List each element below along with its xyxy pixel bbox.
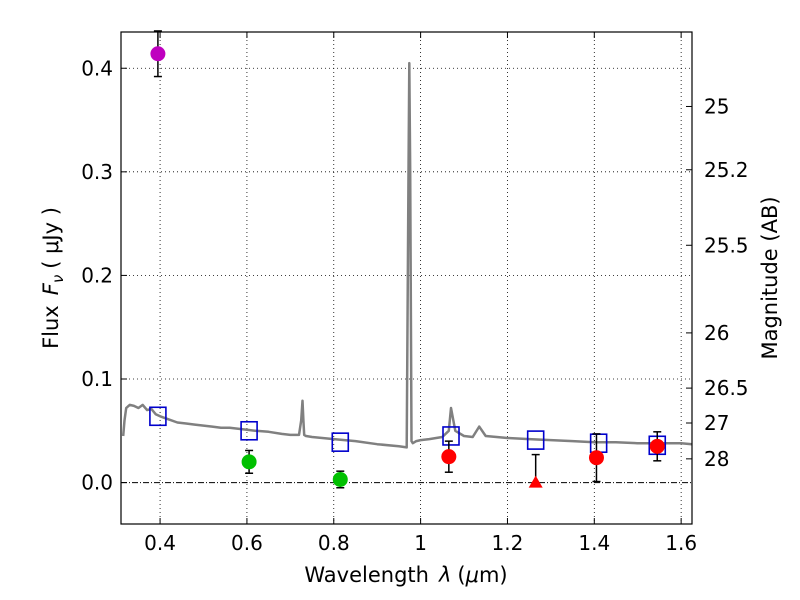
y-axis-ticks: 0.0 0.1 0.2 0.3 0.4 (81, 56, 127, 495)
x-tick-label: 1.4 (578, 531, 610, 555)
observation-point (150, 46, 166, 62)
x-tick-label: 1.2 (492, 531, 524, 555)
x-axis-label: Wavelength λ (μm) (304, 563, 507, 587)
y-tick-label: 0.1 (81, 367, 113, 391)
x-tick-label: 0.4 (144, 531, 176, 555)
upper-limit-marker (528, 475, 543, 488)
magnitude-tick-label: 27 (704, 411, 729, 435)
observation-point (588, 450, 604, 466)
x-axis-ticks: 0.4 0.6 0.8 1 1.2 1.4 1.6 (144, 32, 697, 555)
y-tick-label: 0.4 (81, 56, 113, 80)
y-tick-label: 0.2 (81, 263, 113, 287)
magnitude-tick-label: 25 (704, 94, 729, 118)
observation-point (241, 454, 257, 470)
x-tick-label: 1.6 (665, 531, 697, 555)
magnitude-tick-label: 26.5 (704, 376, 749, 400)
y-tick-label: 0.3 (81, 160, 113, 184)
x-tick-label: 0.8 (318, 531, 350, 555)
observation-layer (150, 30, 665, 489)
magnitude-tick-label: 25.5 (704, 233, 749, 257)
model-band-square (331, 432, 350, 452)
magnitude-axis-ticks: 25 25.2 25.5 26 26.5 27 28 (686, 94, 749, 471)
observation-point (332, 471, 348, 487)
plot-frame (120, 31, 693, 525)
y-tick-label: 0.0 (81, 471, 113, 495)
model-band-square (442, 426, 460, 446)
magnitude-tick-label: 26 (704, 321, 729, 345)
magnitude-tick-label: 28 (704, 447, 729, 471)
model-band-square (240, 420, 258, 441)
x-tick-label: 0.6 (231, 531, 263, 555)
model-band-square (149, 406, 167, 427)
y-axis-label: FluxFν( μJy ) (39, 207, 67, 349)
model-band-square (526, 430, 545, 450)
observation-point (441, 449, 457, 465)
observation-point (649, 438, 665, 454)
model-spectrum-line (121, 61, 693, 449)
magnitude-axis-label: Magnitude (AB) (758, 196, 782, 359)
x-tick-label: 1 (414, 531, 427, 555)
magnitude-tick-label: 25.2 (704, 158, 749, 182)
